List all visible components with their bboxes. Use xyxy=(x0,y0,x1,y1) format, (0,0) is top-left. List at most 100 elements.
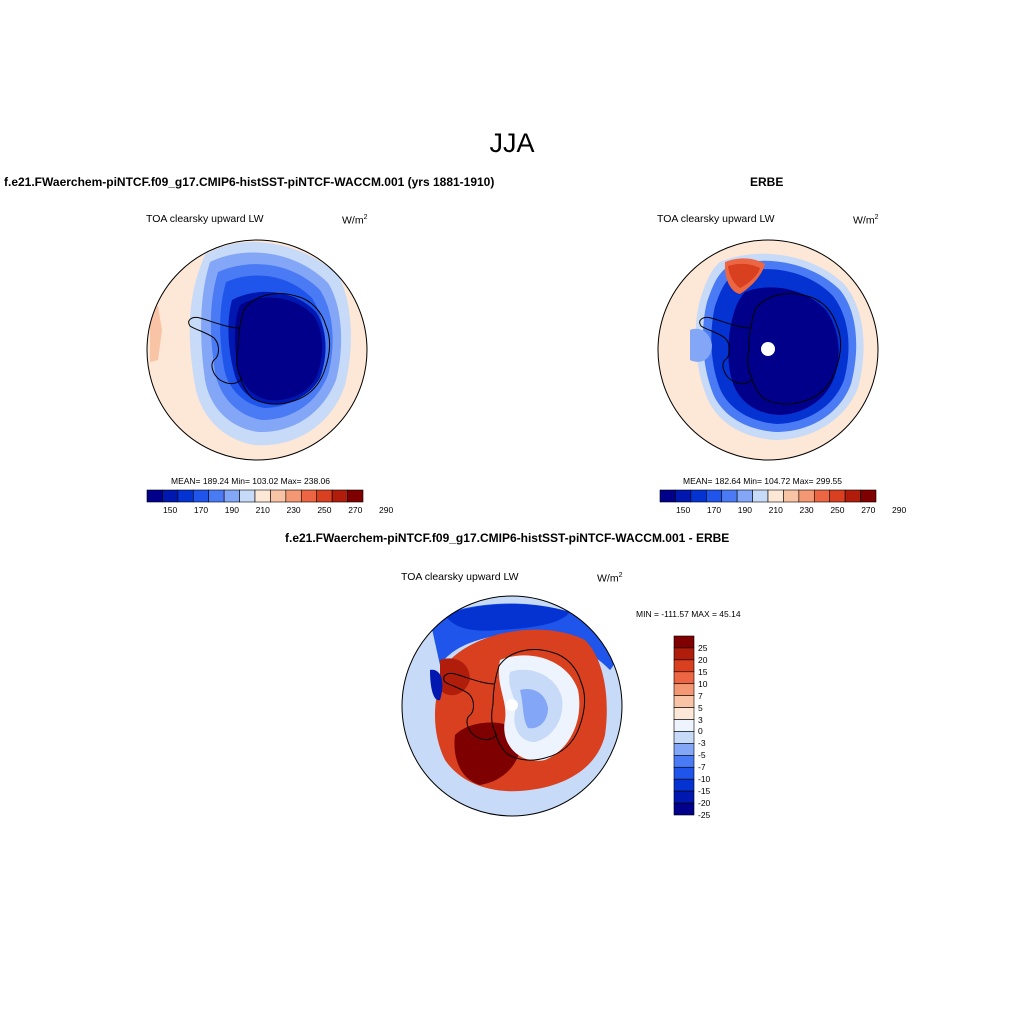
colorbar-swatch xyxy=(223,489,240,503)
colorbar-swatch xyxy=(146,489,163,503)
colorbar-tick-label: 210 xyxy=(768,505,783,515)
diff-stats: MIN = -111.57 MAX = 45.14 xyxy=(636,609,741,619)
model-units-label: W/m2 xyxy=(342,214,368,227)
colorbar-swatch xyxy=(813,489,831,503)
colorbar-swatch xyxy=(721,489,738,503)
colorbar-swatch xyxy=(783,489,800,503)
colorbar-swatch xyxy=(285,489,302,503)
colorbar-swatch xyxy=(300,489,318,503)
colorbar-swatch xyxy=(192,489,210,503)
colorbar-tick-label: 250 xyxy=(830,505,845,515)
colorbar-tick-label: 150 xyxy=(163,505,178,515)
colorbar-swatch xyxy=(767,489,784,503)
colorbar-tick-label: -5 xyxy=(698,750,706,761)
obs-coastlines xyxy=(699,293,842,405)
colorbar-swatch xyxy=(347,489,364,503)
colorbar-tick-label: 170 xyxy=(706,505,722,515)
colorbar-swatch xyxy=(673,635,695,649)
colorbar-swatch xyxy=(673,683,695,696)
diff-colorbar xyxy=(673,635,695,816)
obs-case-title: ERBE xyxy=(750,175,784,189)
colorbar-swatch xyxy=(690,489,707,503)
colorbar-swatch xyxy=(673,778,695,792)
colorbar-swatch xyxy=(659,489,676,503)
diff-coastlines xyxy=(443,649,586,761)
colorbar-swatch xyxy=(673,659,695,673)
colorbar-tick-label: 150 xyxy=(676,505,691,515)
colorbar-tick-label: 190 xyxy=(737,505,752,515)
colorbar-tick-label: 290 xyxy=(892,505,907,515)
colorbar-tick-label: 3 xyxy=(698,714,703,725)
colorbar-tick-label: -20 xyxy=(698,798,711,809)
obs-map-border xyxy=(657,239,879,461)
colorbar-tick-label: 20 xyxy=(698,654,708,665)
colorbar-swatch xyxy=(673,695,695,708)
model-map-border xyxy=(146,239,368,461)
colorbar-swatch xyxy=(673,671,695,685)
model-variable-label: TOA clearsky upward LW xyxy=(146,213,264,225)
diff-units-label: W/m2 xyxy=(597,572,623,585)
colorbar-tick-label: -7 xyxy=(698,762,706,773)
colorbar-swatch xyxy=(844,489,861,503)
diff-map-border xyxy=(401,595,623,817)
colorbar-swatch xyxy=(673,719,695,732)
colorbar-tick-label: 210 xyxy=(255,505,270,515)
colorbar-swatch xyxy=(673,755,695,768)
model-coastlines xyxy=(188,293,331,405)
colorbar-tick-label: 5 xyxy=(698,702,703,713)
diff-case-title: f.e21.FWaerchem-piNTCF.f09_g17.CMIP6-his… xyxy=(285,531,730,545)
obs-stats: MEAN= 182.64 Min= 104.72 Max= 299.55 xyxy=(683,476,843,486)
colorbar-swatch xyxy=(673,743,695,756)
diff-polar-map xyxy=(402,596,622,816)
colorbar-tick-label: -25 xyxy=(698,810,711,820)
figure-title: JJA xyxy=(489,128,535,158)
colorbar-tick-label: 230 xyxy=(286,505,301,515)
colorbar-tick-label: -10 xyxy=(698,774,711,785)
obs-units-label: W/m2 xyxy=(853,214,879,227)
colorbar-swatch xyxy=(736,489,753,503)
obs-variable-label: TOA clearsky upward LW xyxy=(657,213,775,225)
diff-variable-label: TOA clearsky upward LW xyxy=(401,571,519,583)
colorbar-swatch xyxy=(331,489,348,503)
colorbar-swatch xyxy=(316,489,333,503)
colorbar-tick-label: -3 xyxy=(698,738,706,749)
colorbar-swatch xyxy=(177,489,194,503)
model-stats: MEAN= 189.24 Min= 103.02 Max= 238.06 xyxy=(171,476,331,486)
colorbar-tick-label: -15 xyxy=(698,786,711,797)
colorbar-swatch xyxy=(673,731,695,744)
colorbar-swatch xyxy=(673,802,695,816)
colorbar-tick-label: 270 xyxy=(861,505,876,515)
colorbar-swatch xyxy=(208,489,225,503)
colorbar-tick-label: 7 xyxy=(698,690,703,701)
colorbar-swatch xyxy=(829,489,846,503)
colorbar-tick-label: 170 xyxy=(193,505,209,515)
colorbar-swatch xyxy=(798,489,815,503)
colorbar-swatch xyxy=(254,489,271,503)
colorbar-tick-label: 270 xyxy=(348,505,363,515)
colorbar-swatch xyxy=(752,489,769,503)
colorbar-tick-label: 25 xyxy=(698,642,708,653)
colorbar-swatch xyxy=(705,489,723,503)
obs-colorbar xyxy=(659,489,877,503)
model-case-title: f.e21.FWaerchem-piNTCF.f09_g17.CMIP6-his… xyxy=(4,175,495,189)
colorbar-swatch xyxy=(673,766,695,780)
colorbar-tick-label: 15 xyxy=(698,666,708,677)
colorbar-swatch xyxy=(675,489,692,503)
model-colorbar xyxy=(146,489,364,503)
colorbar-swatch xyxy=(673,790,695,804)
colorbar-tick-label: 230 xyxy=(799,505,814,515)
colorbar-tick-label: 10 xyxy=(698,678,708,689)
colorbar-swatch xyxy=(673,647,695,661)
model-polar-map xyxy=(147,240,367,460)
colorbar-tick-label: 250 xyxy=(317,505,332,515)
colorbar-swatch xyxy=(860,489,877,503)
obs-polar-map xyxy=(658,240,878,460)
colorbar-swatch xyxy=(270,489,287,503)
colorbar-tick-label: 290 xyxy=(379,505,394,515)
colorbar-swatch xyxy=(162,489,179,503)
colorbar-swatch xyxy=(673,707,695,720)
colorbar-swatch xyxy=(239,489,256,503)
colorbar-tick-label: 190 xyxy=(224,505,239,515)
